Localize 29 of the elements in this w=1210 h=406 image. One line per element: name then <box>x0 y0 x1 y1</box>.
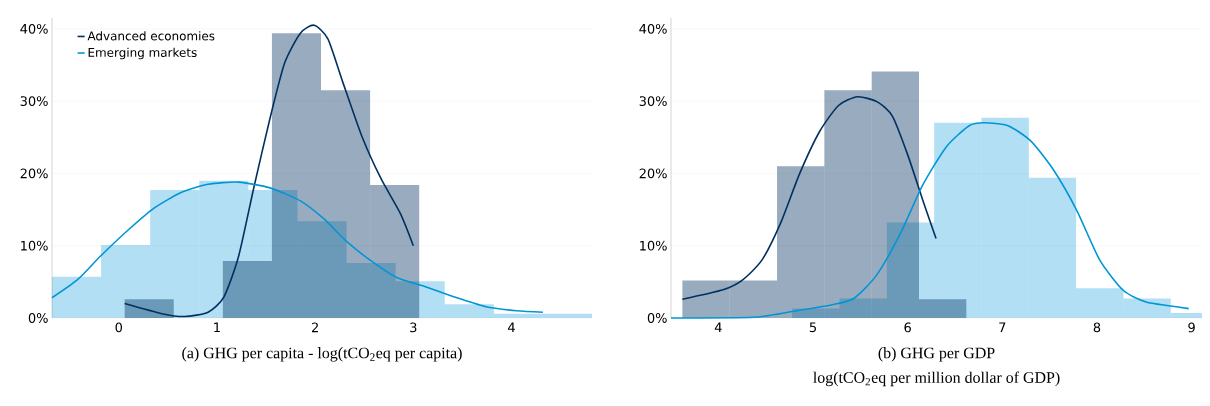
y-tick-label: 40% <box>20 23 48 34</box>
legend-label: Emerging markets <box>88 47 197 60</box>
x-tick-label: 4 <box>508 322 515 332</box>
x-axis-title: (a) GHG per capita - log(tCO$_{2}$eq per capita) <box>182 347 462 362</box>
x-tick-label: 0 <box>115 322 123 333</box>
x-tick-label: 6 <box>904 322 911 333</box>
y-tick-label: 20% <box>639 168 667 179</box>
line-series <box>51 181 544 314</box>
x-tick-label: 1 <box>214 322 220 332</box>
y-tick-label: 30% <box>20 96 48 107</box>
x-axis-title: (b) GHG per GDP <box>878 347 995 362</box>
text: log(tCO$_{2}$eq per million dollar of GDP) <box>813 371 1060 387</box>
line-series <box>670 122 1190 319</box>
legend-label: Advanced economies <box>87 31 215 41</box>
y-tick-label: 40% <box>639 23 667 34</box>
y-tick-label: 10% <box>21 240 48 251</box>
x-tick-label: 8 <box>1093 322 1101 333</box>
y-tick-label: 10% <box>640 240 667 251</box>
x-tick-label: 4 <box>714 322 722 332</box>
x-tick-label: 5 <box>809 322 816 333</box>
y-tick-label: 0% <box>28 313 48 323</box>
x-tick-label: 7 <box>999 322 1006 332</box>
line-series <box>681 95 937 300</box>
y-tick-label: 20% <box>20 168 48 179</box>
x-tick-label: 3 <box>410 322 417 333</box>
y-tick-label: 0% <box>647 313 667 323</box>
y-tick-label: 30% <box>639 96 667 107</box>
x-tick-label: 2 <box>311 322 318 333</box>
x-tick-label: 9 <box>1188 322 1195 333</box>
